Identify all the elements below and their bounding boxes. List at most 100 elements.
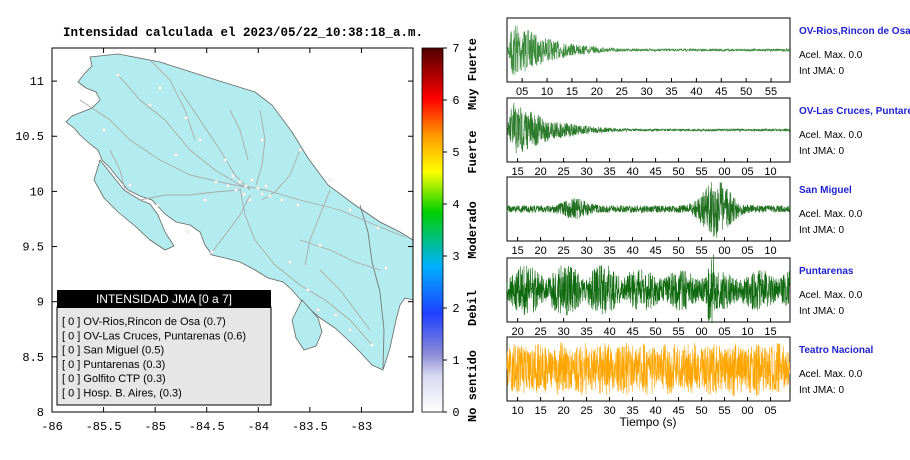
seismogram-panel: 20 25 30 35 40 45 50 55 00 05 10 15 Puntarenas Acel. …	[506, 254, 863, 338]
time-tick-label: 00	[718, 245, 730, 257]
nicoya-peninsula	[93, 159, 175, 251]
time-tick-label: 10	[764, 166, 776, 178]
x-tick-label: -83.5	[292, 420, 328, 434]
jma-intensity: Int JMA: 0	[799, 306, 844, 317]
time-tick-label: 40	[603, 326, 615, 338]
time-tick-label: 50	[740, 86, 752, 98]
colorbar-category-label: Muy Fuerte	[466, 38, 480, 110]
colorbar-tick-label: 2	[452, 302, 459, 316]
legend-title: INTENSIDAD JMA [0 a 7]	[96, 292, 232, 306]
max-acceleration: Acel. Max. 0.0	[799, 290, 863, 301]
colorbar-category-label: Fuerte	[466, 130, 480, 173]
max-acceleration: Acel. Max. 0.0	[799, 130, 863, 141]
max-acceleration: Acel. Max. 0.0	[799, 50, 863, 61]
time-tick-label: 25	[557, 245, 569, 257]
map-axes: -86 -85.5 -85 -84.5 -84 -83.5 -83 8 8.5 9 9.5 10 10.…	[15, 48, 413, 434]
time-tick-label: 05	[516, 86, 528, 98]
time-tick-label: 05	[741, 166, 753, 178]
time-tick-label: 40	[649, 405, 661, 417]
x-tick-label: -85.5	[86, 420, 122, 434]
time-tick-label: 40	[690, 86, 702, 98]
colorbar	[421, 47, 444, 413]
colorbar-category-label: Debil	[466, 290, 480, 326]
time-tick-label: 25	[534, 326, 546, 338]
x-tick-label: -84.5	[189, 420, 225, 434]
time-tick-label: 35	[665, 86, 677, 98]
time-tick-label: 00	[718, 166, 730, 178]
x-tick-label: -84	[247, 420, 269, 434]
y-tick-label: 11	[30, 75, 44, 89]
time-tick-label: 50	[672, 245, 684, 257]
time-tick-label: 20	[557, 405, 569, 417]
legend-body	[56, 306, 272, 406]
time-tick-label: 45	[626, 326, 638, 338]
colorbar-tick-label: 0	[452, 406, 459, 420]
time-tick-label: 05	[741, 245, 753, 257]
jma-intensity: Int JMA: 0	[799, 146, 844, 157]
legend-entry: [ 0 ] San Miguel (0.5)	[62, 345, 164, 357]
time-tick-label: 15	[511, 166, 523, 178]
time-tick-label: 35	[626, 405, 638, 417]
y-tick-label: 10.5	[15, 130, 44, 144]
time-tick-label: 55	[718, 405, 730, 417]
time-tick-label: 45	[672, 405, 684, 417]
time-tick-label: 10	[764, 245, 776, 257]
legend-entry: [ 0 ] Puntarenas (0.3)	[62, 359, 165, 371]
station-dots	[80, 73, 388, 347]
time-tick-label: 15	[534, 405, 546, 417]
time-tick-label: 45	[649, 245, 661, 257]
colorbar-tick-label: 1	[452, 354, 459, 368]
x-tick-label: -85	[144, 420, 166, 434]
time-tick-label: 55	[765, 86, 777, 98]
time-tick-label: 35	[603, 166, 615, 178]
colorbar-tick-label: 4	[452, 198, 459, 212]
max-acceleration: Acel. Max. 0.0	[799, 209, 863, 220]
time-tick-label: 05	[764, 405, 776, 417]
waveform-trace	[506, 102, 791, 154]
time-tick-label: 30	[603, 405, 615, 417]
map-title: Intensidad calculada el 2023/05/22_10:38…	[63, 26, 423, 40]
station-name: OV-Rios,Rincon de Osa	[799, 26, 910, 37]
time-tick-label: 55	[672, 326, 684, 338]
legend-entry: [ 0 ] OV-Las Cruces, Puntarenas (0.6)	[62, 330, 246, 342]
time-tick-label: 50	[695, 405, 707, 417]
time-tick-label: 15	[566, 86, 578, 98]
time-tick-label: 10	[511, 405, 523, 417]
y-tick-label: 9.5	[22, 241, 44, 255]
waveform-trace	[506, 182, 791, 238]
colorbar-tick-label: 6	[452, 94, 459, 108]
jma-intensity: Int JMA: 0	[799, 385, 844, 396]
seismogram-panel: 10 15 20 25 30 35 40 45 50 55 00 05 Teatro Nacional A…	[506, 336, 873, 417]
time-tick-label: 40	[626, 166, 638, 178]
colorbar-ticks: 0 1 2 3 4 5 6 7	[443, 42, 460, 420]
jma-intensity: Int JMA: 0	[799, 66, 844, 77]
road-network	[79, 59, 406, 346]
time-tick-label: 55	[695, 245, 707, 257]
time-tick-label: 25	[580, 405, 592, 417]
y-tick-label: 8.5	[22, 351, 44, 365]
colorbar-category-labels: No sentido Debil Moderado Fuerte Muy Fuerte	[466, 38, 480, 422]
seismogram-panel: 15 20 25 30 35 40 45 50 55 00 05 10 San Miguel Acel. …	[506, 176, 863, 257]
colorbar-category-label: Moderado	[466, 201, 480, 259]
seismogram-panel: 15 20 25 30 35 40 45 50 55 00 05 10 OV-Las Cruces, P…	[506, 97, 910, 178]
time-tick-label: 50	[649, 326, 661, 338]
time-axis-label: Tiempo (s)	[620, 415, 677, 429]
costa-rica-landmass	[65, 53, 413, 371]
x-tick-label: -83	[351, 420, 373, 434]
time-tick-label: 45	[649, 166, 661, 178]
time-tick-label: 00	[741, 405, 753, 417]
time-tick-label: 00	[695, 326, 707, 338]
max-acceleration: Acel. Max. 0.0	[799, 369, 863, 380]
time-tick-label: 10	[741, 326, 753, 338]
legend-entry: [ 0 ] Golfito CTP (0.3)	[62, 373, 166, 385]
station-name: San Miguel	[799, 185, 852, 196]
legend-entries: [ 0 ] OV-Rios,Rincon de Osa (0.7) [ 0 ] O…	[62, 316, 246, 400]
osa-peninsula	[291, 299, 323, 351]
time-tick-label: 30	[557, 326, 569, 338]
colorbar-tick-label: 5	[452, 146, 459, 160]
waveform-trace	[506, 25, 791, 75]
time-tick-label: 20	[534, 166, 546, 178]
colorbar-tick-label: 7	[452, 42, 459, 56]
waveform-trace	[506, 254, 791, 324]
